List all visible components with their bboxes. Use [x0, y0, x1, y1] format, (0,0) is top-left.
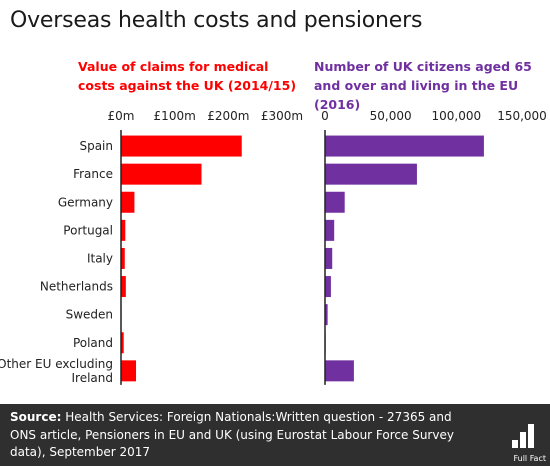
category-label: Germany: [58, 195, 113, 209]
left-bar: [121, 360, 137, 382]
source-note: Source: Health Services: Foreign Nationa…: [10, 409, 480, 462]
category-label: Portugal: [63, 223, 113, 237]
right-tick-label: 50,000: [370, 109, 412, 123]
category-label: France: [73, 167, 113, 181]
bar-charts: £0m £100m £200m £300m Spain France Germany Port…: [0, 109, 547, 385]
right-bar: [325, 219, 335, 241]
category-label: Spain: [79, 139, 113, 153]
left-tick-label: £200m: [207, 109, 249, 123]
full-fact-logo-icon: [512, 424, 534, 448]
source-label: Source:: [10, 410, 62, 424]
left-bar: [121, 332, 124, 354]
category-label: Sweden: [66, 308, 113, 322]
right-chart-title: Number of UK citizens aged 65 and over a…: [314, 59, 532, 112]
category-label: Italy: [87, 251, 113, 265]
right-bar: [325, 360, 354, 382]
right-bar: [325, 247, 333, 269]
left-bar: [121, 191, 135, 213]
source-text: Health Services: Foreign Nationals:Writt…: [10, 410, 454, 459]
right-tick-label: 150,000: [497, 109, 547, 123]
left-tick-label: £0m: [108, 109, 135, 123]
left-bar: [121, 276, 126, 298]
logo-text: Full Fact: [513, 454, 546, 463]
page-title: Overseas health costs and pensioners: [10, 8, 423, 33]
right-tick-label: 0: [321, 109, 329, 123]
category-label: Ireland: [71, 371, 113, 385]
right-bar: [325, 304, 328, 326]
right-bar: [325, 163, 417, 185]
footer: Source: Health Services: Foreign Nationa…: [0, 404, 550, 466]
left-chart-title: Value of claims for medical costs agains…: [78, 59, 297, 93]
category-label: Netherlands: [40, 280, 113, 294]
right-tick-label: 100,000: [432, 109, 482, 123]
right-bar: [325, 276, 331, 298]
left-bar: [121, 163, 202, 185]
right-bar: [325, 191, 345, 213]
left-bar: [121, 247, 125, 269]
category-label: Other EU excluding: [0, 357, 113, 371]
right-bar: [325, 135, 484, 157]
category-label: Poland: [73, 336, 113, 350]
left-tick-label: £100m: [154, 109, 196, 123]
left-bar: [121, 135, 242, 157]
left-bar: [121, 219, 126, 241]
left-tick-label: £300m: [261, 109, 303, 123]
